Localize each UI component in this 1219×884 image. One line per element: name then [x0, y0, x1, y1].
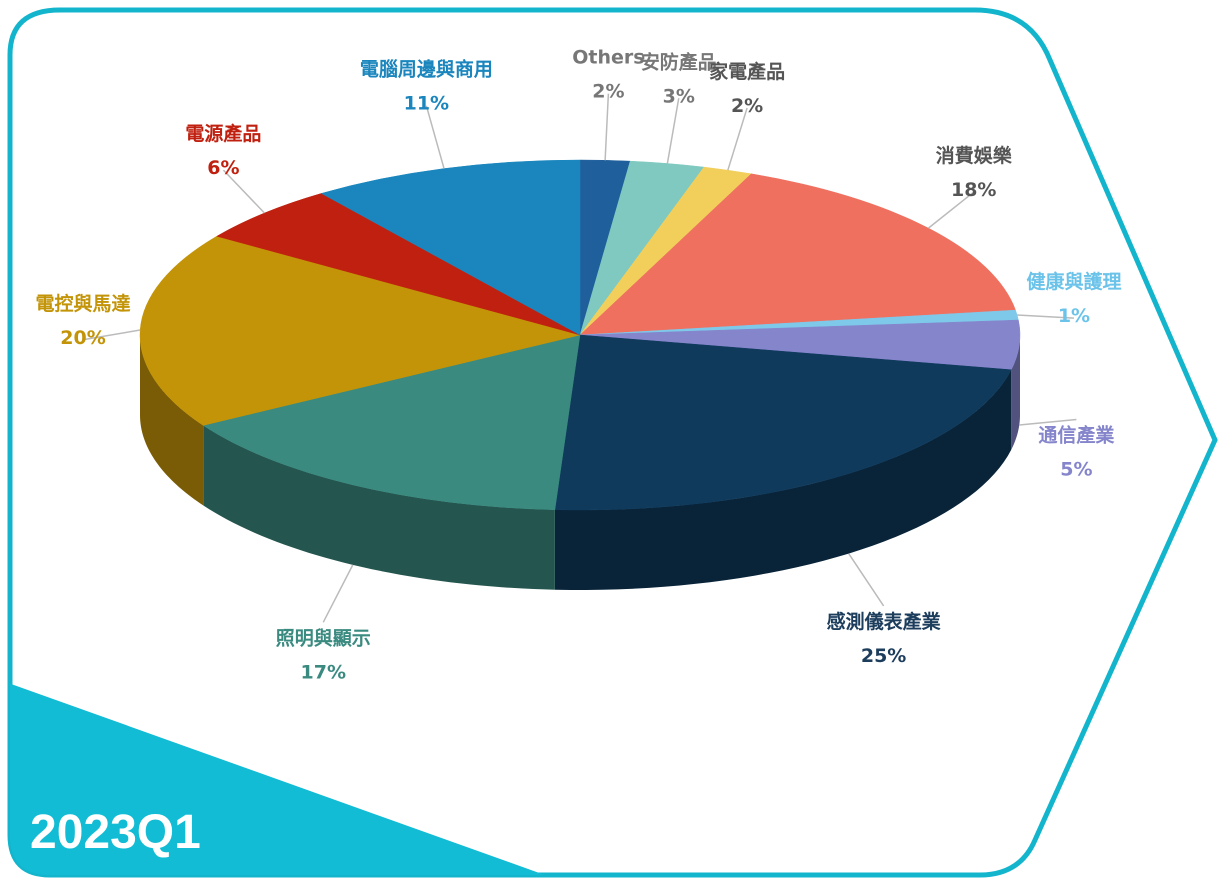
leader-line: [727, 107, 748, 171]
slice-value: 5%: [1060, 458, 1092, 480]
badge-bg-group: [10, 680, 570, 875]
slice-label: 感測儀表產業: [827, 610, 942, 633]
leader-line: [1017, 314, 1074, 319]
slice-label: 通信產業: [1038, 423, 1115, 446]
slice: [579, 173, 1016, 336]
slice-value: 1%: [1058, 305, 1090, 327]
slice-value: 17%: [301, 661, 346, 683]
leader-line: [604, 93, 610, 161]
slice-value: 25%: [861, 645, 906, 667]
leader-line: [322, 564, 354, 623]
slice-label: 家電產品: [709, 60, 785, 83]
leader-line: [927, 191, 975, 229]
leader-line: [848, 553, 885, 607]
slice-label: 電源產品: [185, 122, 261, 145]
slice-value: 2%: [731, 95, 763, 117]
slice-value: 20%: [60, 327, 105, 349]
slice-side: [140, 335, 204, 506]
slice-value: 18%: [951, 179, 996, 201]
leader-line: [222, 169, 266, 214]
slice-value: 6%: [207, 157, 239, 179]
slice-value: 3%: [663, 85, 695, 107]
leader-line: [82, 329, 141, 341]
leader-line: [1019, 418, 1077, 426]
slice-label: 健康與護理: [1026, 270, 1121, 293]
slice-side: [203, 425, 555, 590]
slice-label: 消費娛樂: [936, 144, 1013, 167]
slice-value: 11%: [404, 93, 449, 115]
slice-label: Others: [572, 47, 644, 69]
slice-side: [554, 369, 1012, 590]
slice-label: 安防產品: [641, 50, 717, 73]
slice: [554, 334, 1012, 511]
slice-label: 照明與顯示: [276, 626, 371, 649]
pie: Others 2% 安防產品 3% 家電產品 2% 消費娛樂 18% 健康與護理 1% 通信產業 5%…: [35, 47, 1121, 684]
slice-side: [1011, 335, 1020, 450]
slice: [202, 334, 581, 510]
leader-line: [425, 105, 445, 169]
badge-text: 2023Q1: [30, 806, 201, 859]
badge-bg: [10, 680, 570, 875]
slice-label: 電腦周邊與商用: [360, 58, 493, 81]
leader-line: [666, 98, 680, 164]
slice: [216, 193, 581, 336]
slice-label: 電控與馬達: [35, 292, 130, 315]
slice: [139, 235, 581, 426]
slice-value: 2%: [592, 81, 624, 103]
